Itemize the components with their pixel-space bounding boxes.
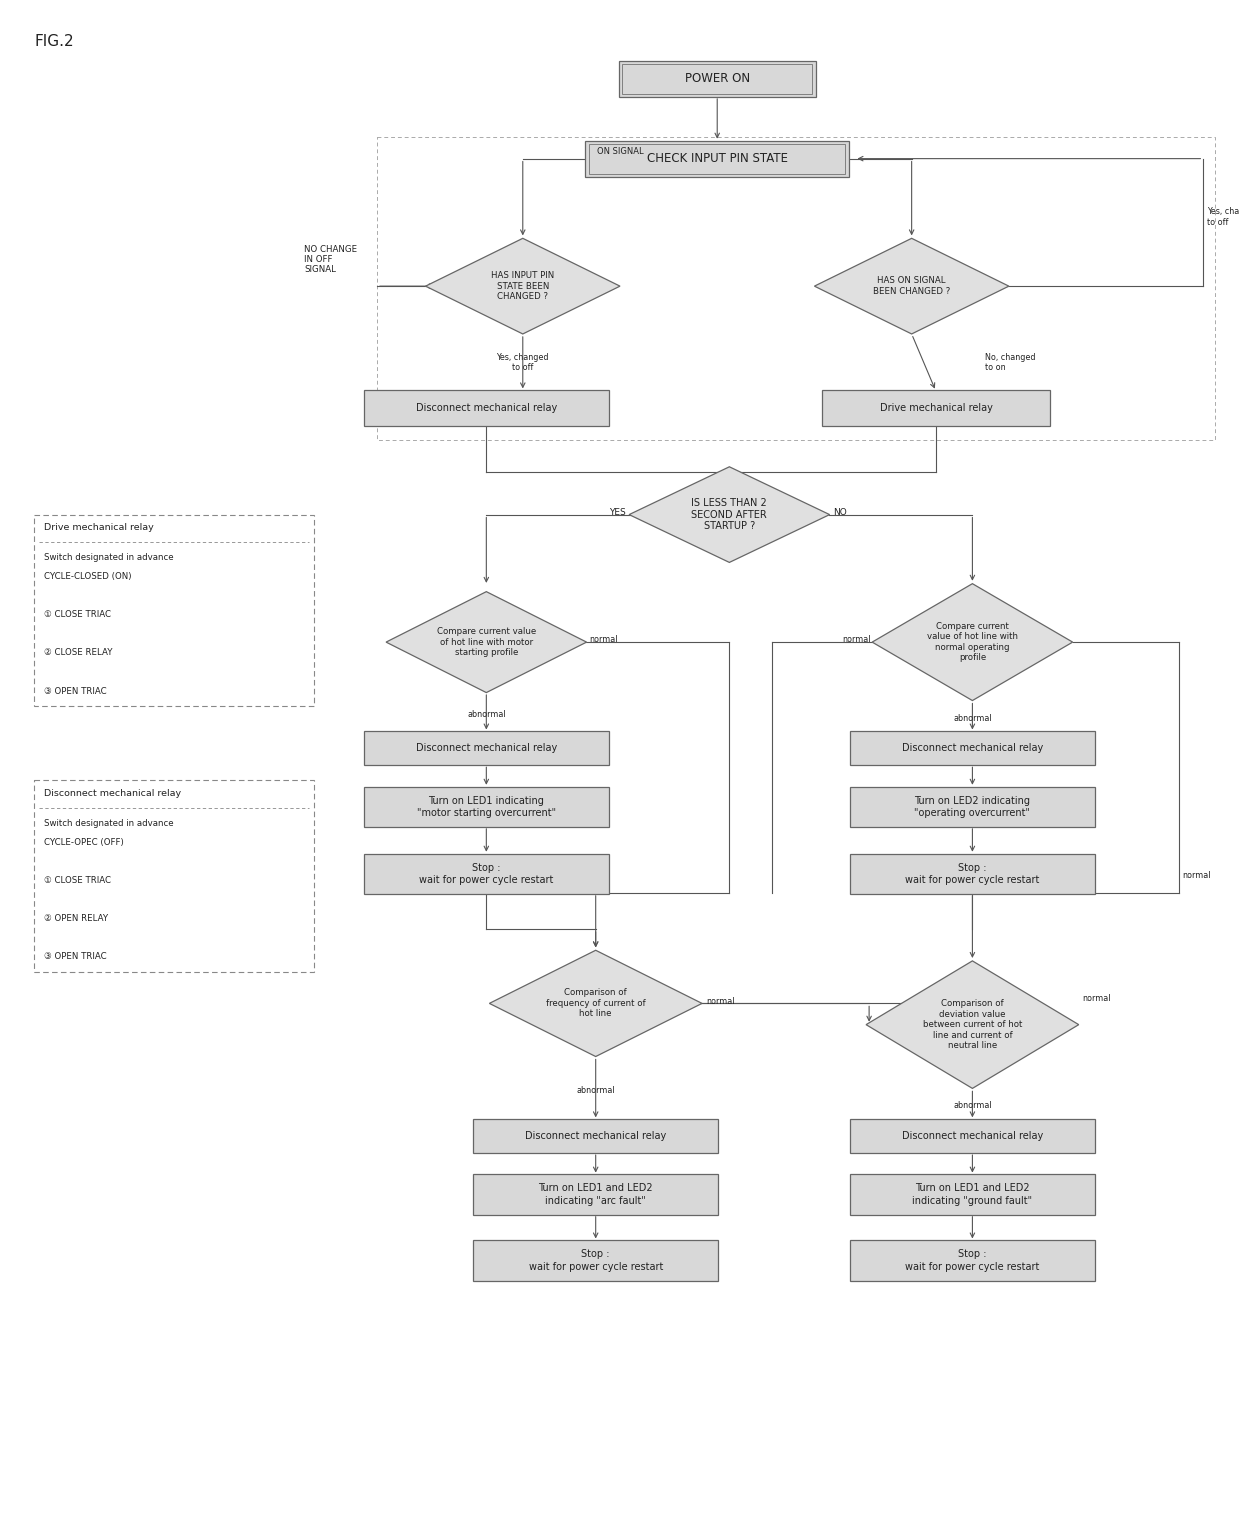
Text: Turn on LED1 and LED2
indicating "arc fault": Turn on LED1 and LED2 indicating "arc fa…: [538, 1184, 653, 1205]
Text: abnormal: abnormal: [954, 713, 992, 723]
Text: FIG.2: FIG.2: [35, 35, 74, 49]
FancyBboxPatch shape: [472, 1240, 718, 1281]
FancyBboxPatch shape: [363, 390, 609, 427]
Text: HAS INPUT PIN
STATE BEEN
CHANGED ?: HAS INPUT PIN STATE BEEN CHANGED ?: [491, 272, 554, 301]
Text: Compare current value
of hot line with motor
starting profile: Compare current value of hot line with m…: [436, 627, 536, 657]
Text: Drive mechanical relay: Drive mechanical relay: [43, 524, 154, 533]
Text: POWER ON: POWER ON: [684, 73, 750, 85]
Text: No, changed
to on: No, changed to on: [985, 354, 1035, 372]
Text: normal: normal: [1183, 871, 1211, 880]
Text: Turn on LED2 indicating
"operating overcurrent": Turn on LED2 indicating "operating overc…: [914, 795, 1030, 818]
Polygon shape: [425, 238, 620, 334]
FancyBboxPatch shape: [849, 1119, 1095, 1154]
Text: Yes, changed
to off: Yes, changed to off: [496, 354, 549, 372]
Text: Compare current
value of hot line with
normal operating
profile: Compare current value of hot line with n…: [928, 622, 1018, 662]
Text: Switch designated in advance: Switch designated in advance: [43, 818, 174, 827]
FancyBboxPatch shape: [849, 786, 1095, 827]
Text: Drive mechanical relay: Drive mechanical relay: [879, 404, 992, 413]
Text: normal: normal: [1081, 994, 1110, 1002]
Text: YES: YES: [609, 509, 626, 518]
Text: NO CHANGE
IN OFF
SIGNAL: NO CHANGE IN OFF SIGNAL: [304, 244, 357, 275]
Text: CYCLE-CLOSED (ON): CYCLE-CLOSED (ON): [43, 572, 131, 581]
Text: Disconnect mechanical relay: Disconnect mechanical relay: [525, 1131, 666, 1142]
FancyBboxPatch shape: [363, 732, 609, 765]
Text: Turn on LED1 indicating
"motor starting overcurrent": Turn on LED1 indicating "motor starting …: [417, 795, 556, 818]
FancyBboxPatch shape: [822, 390, 1049, 427]
Polygon shape: [629, 468, 830, 563]
Text: CYCLE-OPEC (OFF): CYCLE-OPEC (OFF): [43, 838, 124, 847]
Text: Disconnect mechanical relay: Disconnect mechanical relay: [43, 789, 181, 798]
Text: IS LESS THAN 2
SECOND AFTER
STARTUP ?: IS LESS THAN 2 SECOND AFTER STARTUP ?: [692, 498, 768, 531]
Text: Yes, changed
to off: Yes, changed to off: [1207, 208, 1240, 226]
FancyBboxPatch shape: [363, 853, 609, 894]
Text: normal: normal: [842, 636, 870, 645]
Text: Stop :
wait for power cycle restart: Stop : wait for power cycle restart: [905, 1249, 1039, 1272]
Polygon shape: [815, 238, 1009, 334]
Text: Stop :
wait for power cycle restart: Stop : wait for power cycle restart: [528, 1249, 663, 1272]
FancyBboxPatch shape: [363, 786, 609, 827]
Text: Disconnect mechanical relay: Disconnect mechanical relay: [415, 404, 557, 413]
Text: Stop :
wait for power cycle restart: Stop : wait for power cycle restart: [905, 862, 1039, 885]
Text: HAS ON SIGNAL
BEEN CHANGED ?: HAS ON SIGNAL BEEN CHANGED ?: [873, 276, 950, 296]
FancyBboxPatch shape: [849, 853, 1095, 894]
Polygon shape: [866, 961, 1079, 1088]
Text: ② OPEN RELAY: ② OPEN RELAY: [43, 914, 108, 923]
Text: abnormal: abnormal: [577, 1085, 615, 1094]
FancyBboxPatch shape: [849, 1240, 1095, 1281]
Polygon shape: [386, 592, 587, 692]
Text: ① CLOSE TRIAC: ① CLOSE TRIAC: [43, 610, 112, 619]
Text: Comparison of
frequency of current of
hot line: Comparison of frequency of current of ho…: [546, 988, 646, 1019]
Text: CHECK INPUT PIN STATE: CHECK INPUT PIN STATE: [647, 152, 787, 165]
FancyBboxPatch shape: [849, 732, 1095, 765]
FancyBboxPatch shape: [585, 141, 849, 176]
Text: Switch designated in advance: Switch designated in advance: [43, 553, 174, 562]
Text: ③ OPEN TRIAC: ③ OPEN TRIAC: [43, 952, 107, 961]
Text: Turn on LED1 and LED2
indicating "ground fault": Turn on LED1 and LED2 indicating "ground…: [913, 1184, 1033, 1205]
Text: Comparison of
deviation value
between current of hot
line and current of
neutral: Comparison of deviation value between cu…: [923, 999, 1022, 1050]
Polygon shape: [490, 950, 702, 1057]
Text: ② CLOSE RELAY: ② CLOSE RELAY: [43, 648, 113, 657]
Text: ① CLOSE TRIAC: ① CLOSE TRIAC: [43, 876, 112, 885]
Polygon shape: [872, 583, 1073, 701]
Text: ON SIGNAL: ON SIGNAL: [596, 147, 644, 156]
FancyBboxPatch shape: [472, 1175, 718, 1214]
Text: Stop :
wait for power cycle restart: Stop : wait for power cycle restart: [419, 862, 553, 885]
Text: abnormal: abnormal: [467, 710, 506, 720]
Text: normal: normal: [707, 997, 735, 1006]
FancyBboxPatch shape: [849, 1175, 1095, 1214]
Text: NO: NO: [832, 509, 847, 518]
Text: abnormal: abnormal: [954, 1101, 992, 1110]
Text: normal: normal: [589, 636, 618, 645]
Text: Disconnect mechanical relay: Disconnect mechanical relay: [901, 744, 1043, 753]
Text: Disconnect mechanical relay: Disconnect mechanical relay: [415, 744, 557, 753]
Text: Disconnect mechanical relay: Disconnect mechanical relay: [901, 1131, 1043, 1142]
FancyBboxPatch shape: [619, 61, 816, 97]
Text: ③ OPEN TRIAC: ③ OPEN TRIAC: [43, 686, 107, 695]
FancyBboxPatch shape: [472, 1119, 718, 1154]
